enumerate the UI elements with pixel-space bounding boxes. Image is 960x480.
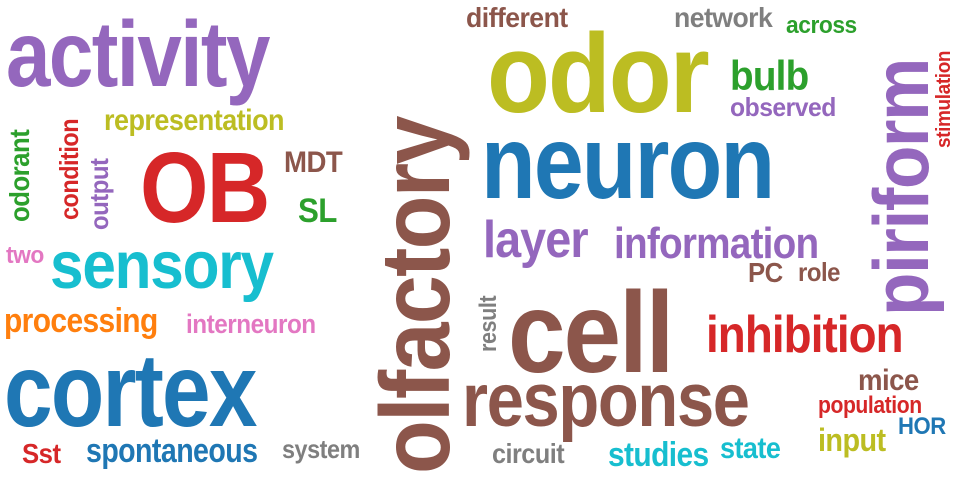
word-input: input (818, 422, 886, 458)
word-bulb: bulb (730, 52, 809, 99)
word-cell: cell (508, 269, 674, 397)
word-information: information (614, 219, 819, 268)
word-across: across (786, 12, 857, 39)
word-processing: processing (4, 302, 158, 340)
word-layer: layer (483, 211, 589, 269)
word-condition: condition (54, 118, 84, 220)
word-system: system (282, 434, 360, 464)
word-interneuron: interneuron (186, 309, 316, 339)
word-observed: observed (730, 92, 836, 122)
word-network: network (674, 2, 773, 33)
word-inhibition: inhibition (706, 306, 904, 364)
word-sensory: sensory (50, 228, 274, 303)
word-population: population (818, 392, 922, 419)
word-sl: SL (298, 192, 337, 230)
word-activity: activity (6, 2, 270, 106)
word-odorant: odorant (4, 129, 35, 222)
word-spontaneous: spontaneous (86, 432, 258, 470)
word-circuit: circuit (492, 438, 565, 469)
word-piriform: piriform (857, 59, 945, 316)
word-ob: OB (140, 132, 270, 244)
word-mdt: MDT (284, 146, 343, 179)
word-hor: HOR (898, 413, 946, 440)
word-stimulation: stimulation (933, 50, 955, 149)
word-representation: representation (104, 104, 285, 137)
word-role: role (798, 257, 840, 287)
word-different: different (466, 2, 568, 33)
word-output: output (84, 158, 114, 230)
word-two: two (6, 242, 44, 269)
word-sst: Sst (22, 438, 61, 469)
word-neuron: neuron (481, 105, 775, 221)
word-olfactory: olfactory (360, 117, 470, 474)
word-pc: PC (748, 257, 783, 288)
word-result: result (475, 295, 502, 352)
word-mice: mice (858, 364, 919, 397)
word-response: response (462, 358, 750, 443)
word-odor: odor (487, 11, 710, 136)
word-studies: studies (608, 436, 709, 474)
word-state: state (720, 432, 781, 465)
word-cortex: cortex (4, 333, 257, 449)
